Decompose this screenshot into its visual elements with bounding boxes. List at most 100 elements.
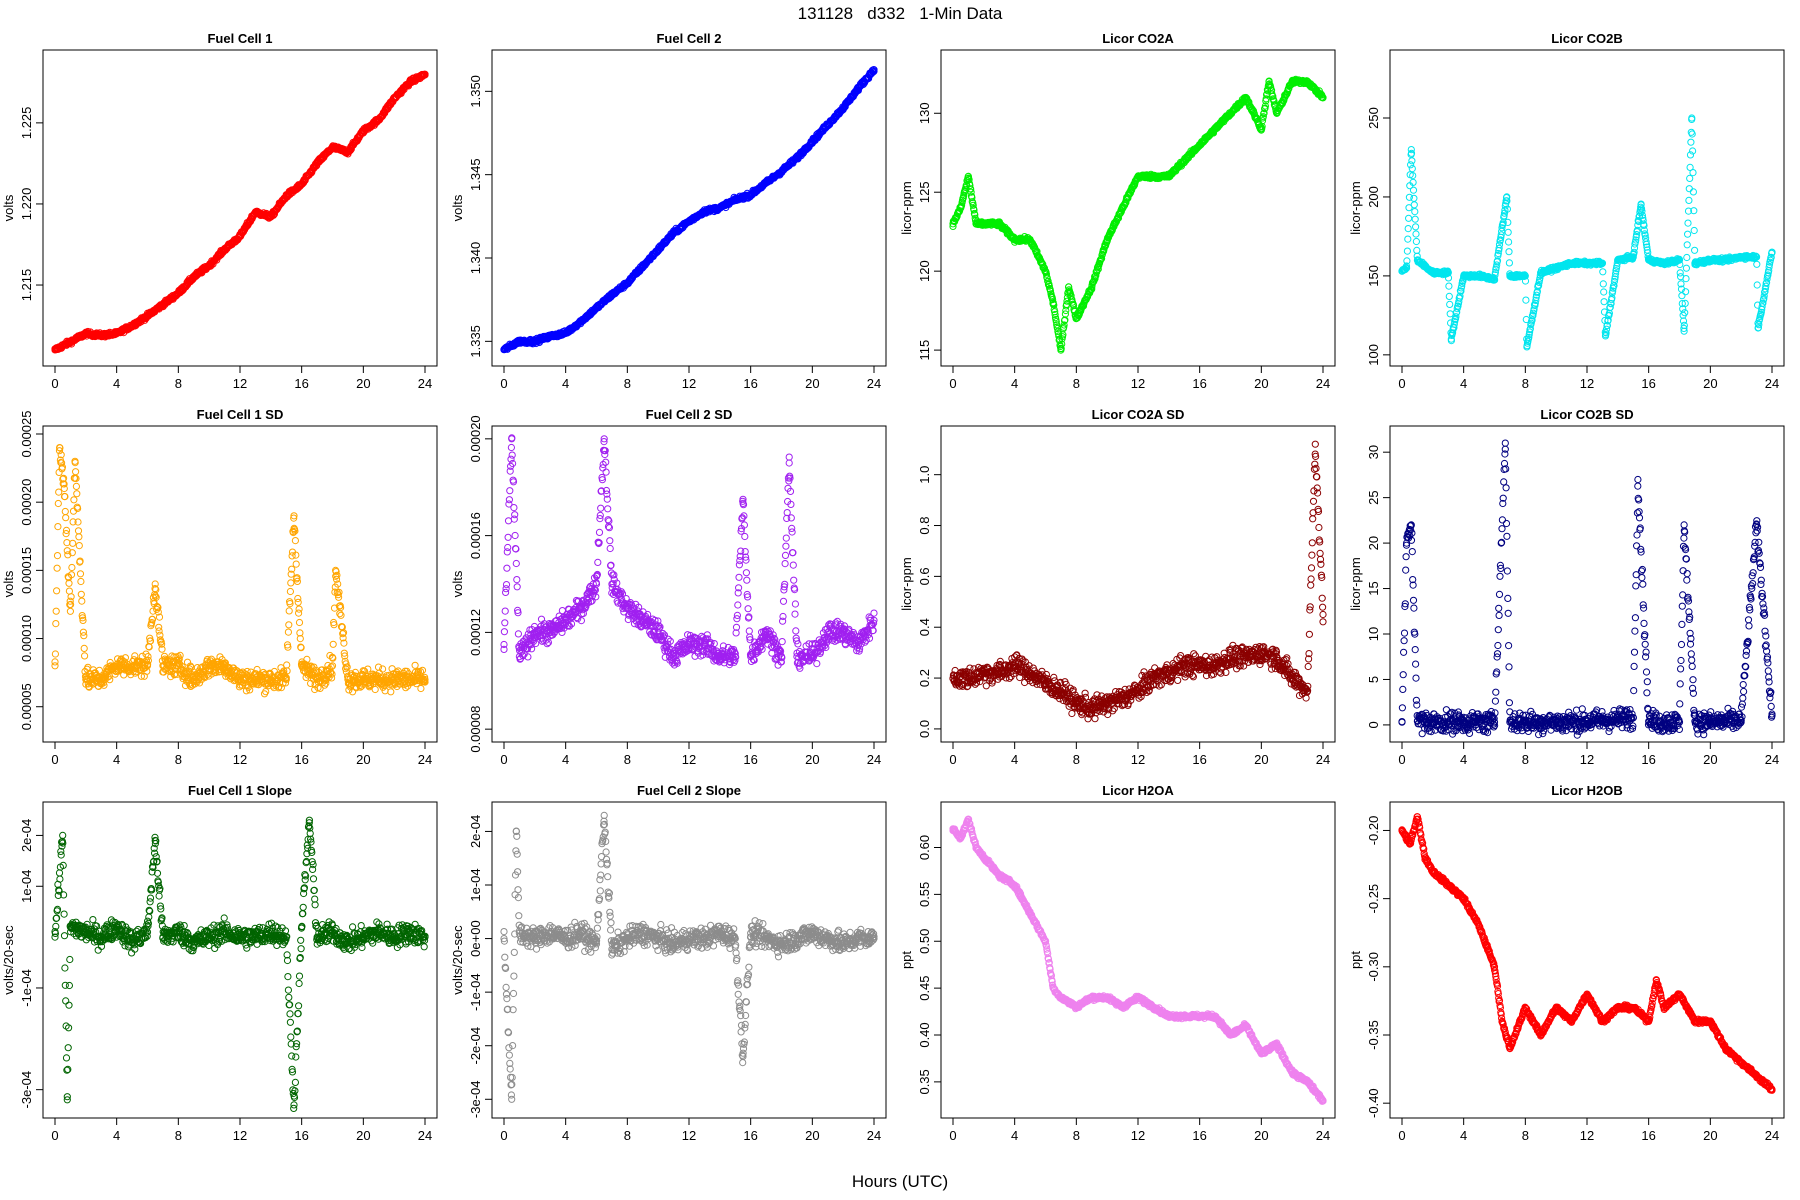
x-tick-label: 8 [1522,376,1529,391]
data-point [507,443,515,452]
x-tick-label: 12 [682,752,696,767]
data-point [623,279,631,287]
data-point [1683,253,1691,262]
data-point [411,661,419,669]
data-point [1411,208,1419,216]
data-point [294,598,302,606]
data-point [513,583,521,591]
x-tick-label: 24 [867,376,881,391]
data-point [514,630,523,638]
data-point [80,644,88,653]
y-tick-label: 1.340 [468,242,483,275]
data-point [1687,138,1695,146]
x-tick-label: 16 [1192,376,1206,391]
data-point [81,652,89,660]
data-point [77,590,85,598]
data-point [313,159,321,167]
panel-5: Fuel Cell 1 SD0 4 8 12 16 20 240.000050.000100… [1,407,438,767]
y-axis-label: volts [450,194,465,221]
panel-title: Fuel Cell 2 [656,31,721,46]
data-point [1685,185,1693,193]
data-point [1446,310,1454,318]
y-axis-label: licor-ppm [899,181,914,234]
x-tick-label: 20 [1703,376,1717,391]
x-tick-label: 8 [175,376,182,391]
data-point [1410,201,1418,209]
panel-title: Fuel Cell 2 SD [646,407,733,422]
data-point [375,116,383,124]
data-point [1600,298,1608,306]
data-point [1049,296,1057,304]
x-tick-label: 16 [294,752,308,767]
data-point [747,191,755,199]
data-point [1404,225,1412,233]
data-point [969,201,977,209]
y-axis-label: volts [1,570,16,597]
data-point [501,619,509,627]
data-point [61,493,69,501]
x-tick-label: 12 [1580,376,1594,391]
data-point [1403,247,1412,255]
data-point [69,539,77,547]
data-point [1412,237,1421,246]
data-point [512,559,520,568]
data-point [511,531,519,540]
data-point [298,180,306,189]
data-point [870,66,878,74]
plot-frame [42,425,438,743]
data-point [1684,230,1692,238]
main-title: 131128 d332 1-Min Data [797,4,1003,23]
data-point [291,537,299,545]
data-point [1678,292,1686,300]
y-tick-label: 115 [917,340,932,361]
data-point [1411,215,1419,223]
y-tick-label: 200 [1366,186,1381,208]
panel-title: Fuel Cell 1 [207,31,272,46]
data-point [51,662,59,670]
data-point [716,204,724,212]
data-point [670,229,678,237]
data-point [1409,186,1418,194]
data-point [504,517,513,525]
data-point [295,618,304,627]
plot-frame [1389,49,1785,367]
x-tick-label: 16 [294,376,308,391]
y-tick-label: 1.225 [19,107,34,140]
y-tick-label: 1.215 [19,269,34,302]
data-point [359,127,367,135]
data-point [67,593,75,601]
data-point [1445,292,1453,300]
x-tick-label: 24 [418,752,432,767]
data-point [251,208,259,216]
data-point [537,615,546,623]
data-point [417,684,425,693]
y-tick-label: 0.00016 [468,512,483,559]
data-point [54,523,62,531]
data-point [295,605,303,613]
y-axis-label: volts [1,194,16,221]
data-point [406,78,414,86]
x-tick-label: 4 [113,752,120,767]
data-point [504,543,512,552]
data-point [221,245,229,253]
data-point [286,587,294,596]
data-point [75,533,83,541]
y-tick-label: 250 [1366,107,1381,129]
data-point [285,607,293,615]
panel-title: Fuel Cell 1 SD [197,407,284,422]
data-point [793,154,801,162]
data-point [506,487,514,495]
data-point [371,685,379,694]
x-tick-label: 0 [51,376,58,391]
data-point [174,289,182,297]
data-point [1408,165,1416,173]
data-point [53,564,61,572]
data-point [513,576,521,584]
x-tick-label: 8 [1073,376,1080,391]
x-tick-label: 8 [624,376,631,391]
data-point [501,607,509,615]
data-point [1504,228,1512,236]
data-point [654,246,662,254]
data-point [52,620,60,628]
data-point [390,94,398,103]
